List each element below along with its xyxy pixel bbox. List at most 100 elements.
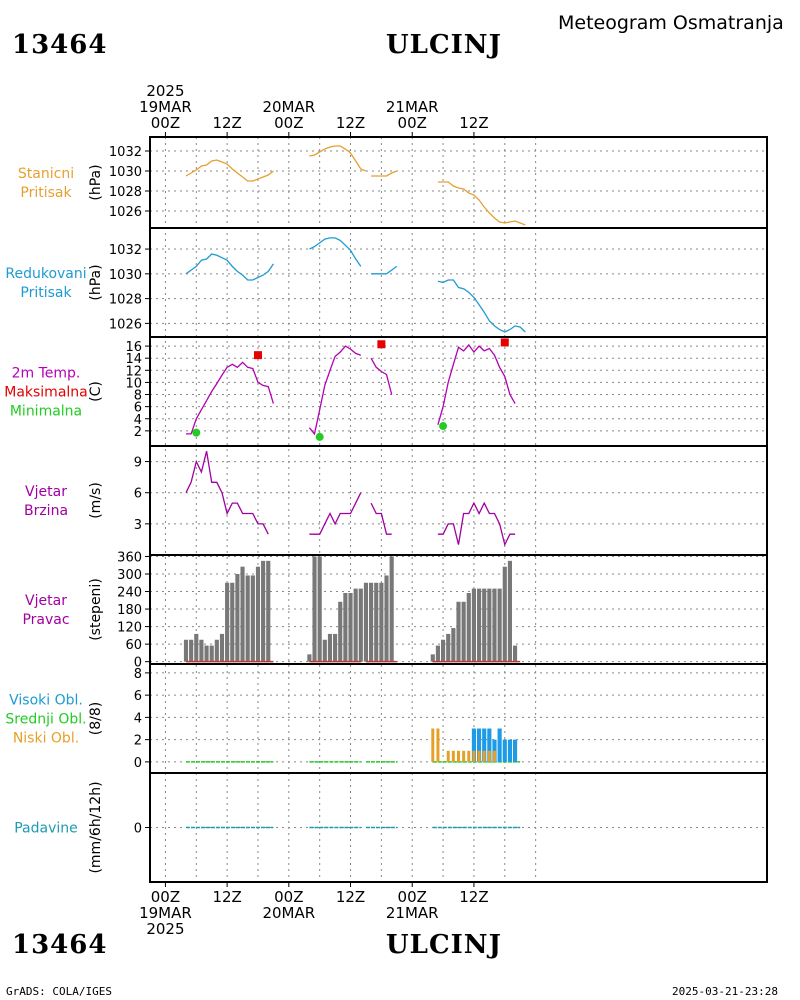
panel-reduced-pressure xyxy=(185,237,526,333)
high-cloud-bar xyxy=(476,728,482,762)
direction-bar xyxy=(363,582,369,662)
series-line xyxy=(185,451,269,535)
x-tick-label-top: 00Z xyxy=(274,114,303,132)
panel-label-line: Srednji Obl. xyxy=(5,712,86,728)
direction-bar xyxy=(235,573,240,662)
y-tick-label: 6 xyxy=(134,689,142,704)
direction-bar xyxy=(266,560,271,662)
panel-temperature xyxy=(186,338,516,441)
y-tick-label: 10 xyxy=(125,376,142,391)
station-name-bottom: ULCINJ xyxy=(386,930,502,960)
y-tick-label: 9 xyxy=(134,456,142,471)
panel-frame xyxy=(149,445,768,556)
low-cloud-bar xyxy=(472,750,476,762)
panel-label-line: Pravac xyxy=(22,612,69,628)
low-cloud-bar xyxy=(477,750,481,762)
series-line xyxy=(309,492,362,535)
credit-text: GrADS: COLA/IGES xyxy=(6,985,112,998)
direction-bar xyxy=(492,588,497,662)
low-cloud-bar xyxy=(457,750,460,762)
direction-bar xyxy=(189,639,194,662)
direction-bar xyxy=(250,575,255,662)
panel-station-pressure xyxy=(185,145,526,226)
high-cloud-bar xyxy=(487,728,492,762)
direction-bar xyxy=(374,582,379,662)
high-cloud-bar xyxy=(497,728,502,762)
y-tick-label: 16 xyxy=(125,340,142,355)
direction-bar xyxy=(219,633,225,662)
direction-bar xyxy=(502,566,507,662)
y-axis-label: (hPa) xyxy=(88,264,104,300)
panel-label-line: Visoki Obl. xyxy=(9,693,83,709)
y-tick-label: 1030 xyxy=(109,165,142,180)
tmax-marker xyxy=(377,340,386,349)
panel-label-line: Maksimalna xyxy=(4,385,88,401)
direction-bar xyxy=(430,654,435,662)
direction-bar xyxy=(183,639,189,662)
y-axis-label: (mm/6h/12h) xyxy=(88,781,104,873)
panel-label-line: Stanicni xyxy=(18,166,74,182)
y-tick-label: 4 xyxy=(134,413,142,428)
station-id-top: 13464 xyxy=(12,30,108,60)
low-cloud-bar xyxy=(431,728,435,762)
low-cloud-bar xyxy=(487,750,491,762)
y-tick-label: 60 xyxy=(125,638,142,653)
panel-label-line: Pritisak xyxy=(20,285,72,301)
series-line xyxy=(437,501,516,547)
y-tick-label: 0 xyxy=(134,656,142,671)
direction-bar xyxy=(384,575,389,662)
y-axis-label: (hPa) xyxy=(88,164,104,200)
y-axis-label: (m/s) xyxy=(88,482,104,519)
direction-bar xyxy=(466,592,471,662)
low-cloud-bar xyxy=(436,728,440,762)
panel-label-line: Minimalna xyxy=(10,404,82,420)
series-line xyxy=(370,357,393,395)
panel-wind-speed xyxy=(185,451,516,547)
y-tick-label: 1028 xyxy=(109,185,142,200)
direction-bar xyxy=(204,645,209,662)
low-cloud-bar xyxy=(492,750,496,762)
panel-label-line: Vjetar xyxy=(25,484,67,500)
station-name-top: ULCINJ xyxy=(386,30,502,60)
low-cloud-bar xyxy=(451,750,455,762)
series-line xyxy=(437,181,526,226)
y-tick-label: 8 xyxy=(134,667,142,682)
direction-bar xyxy=(199,639,204,662)
y-tick-label: 6 xyxy=(134,401,142,416)
direction-bar xyxy=(353,588,358,662)
y-axis-label: (C) xyxy=(88,381,104,402)
direction-bar xyxy=(230,582,235,662)
chart-title: Meteogram Osmatranja xyxy=(558,12,784,34)
y-tick-label: 0 xyxy=(134,756,142,771)
y-tick-label: 0 xyxy=(134,822,142,837)
direction-bar xyxy=(471,588,476,662)
low-cloud-bar xyxy=(446,750,450,762)
direction-bar xyxy=(369,582,374,662)
x-tick-label-top: 00Z xyxy=(398,114,427,132)
high-cloud-bar xyxy=(471,728,476,762)
series-line xyxy=(308,345,362,436)
direction-bar xyxy=(327,633,333,662)
direction-bar xyxy=(497,588,502,662)
x-tick-label-bottom: 00Z xyxy=(398,888,427,906)
low-cloud-bar xyxy=(467,750,471,762)
panel-wind-direction xyxy=(183,556,521,663)
y-tick-label: 2 xyxy=(134,734,142,749)
high-cloud-bar xyxy=(502,739,507,762)
x-tick-label-bottom: 19MAR xyxy=(139,904,192,922)
y-tick-label: 1028 xyxy=(109,293,142,308)
panel-label-line: Vjetar xyxy=(25,593,67,609)
series-line xyxy=(185,253,274,281)
direction-bar xyxy=(317,556,322,662)
x-tick-label-bottom: 2025 xyxy=(146,920,184,938)
tmin-marker xyxy=(315,432,324,441)
x-tick-label-top: 19MAR xyxy=(139,98,192,116)
x-tick-label-top: 12Z xyxy=(336,114,365,132)
direction-bar xyxy=(214,639,219,662)
y-tick-label: 1026 xyxy=(109,317,142,332)
x-tick-label-bottom: 12Z xyxy=(336,888,365,906)
timestamp-text: 2025-03-21-23:28 xyxy=(672,985,778,998)
direction-bar xyxy=(487,588,492,662)
high-cloud-bar xyxy=(512,739,518,762)
panel-clouds xyxy=(185,728,521,763)
